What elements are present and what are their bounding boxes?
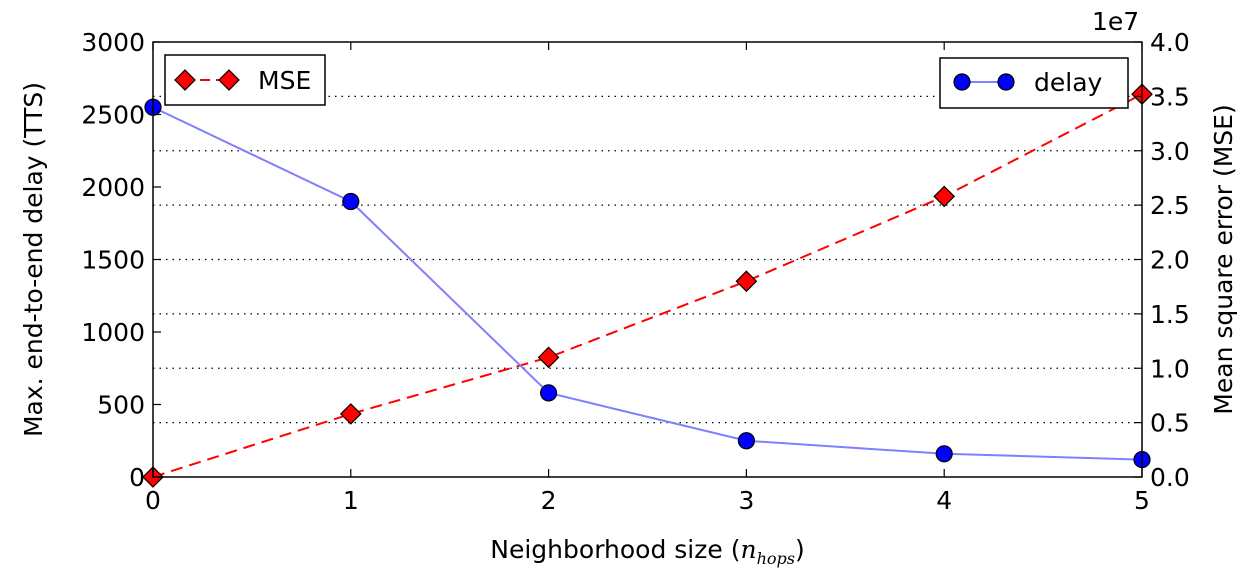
left-y-axis-label: Max. end-to-end delay (TTS) [19,82,48,437]
legend-delay: delay [939,57,1129,109]
legend-mse-label: MSE [258,66,311,95]
data-point-delay [539,384,558,402]
series-line-mse [152,93,1143,478]
series-layer [142,83,1153,488]
legend-delay-label: delay [1034,68,1103,97]
right-y-tick-label: 2.0 [1150,246,1190,275]
data-point-mse [537,346,560,369]
x-axis-label-subscript: hops [757,549,795,568]
x-tick-label: 0 [145,486,161,515]
right-y-tick-label: 2.5 [1150,191,1190,220]
x-tick-label: 1 [343,486,359,515]
right-y-tick-label: 4.0 [1150,28,1190,57]
x-axis-label: Neighborhood size (nhops) [490,535,804,568]
left-y-tick-label: 0 [129,463,145,492]
data-point-mse [933,185,956,208]
right-y-tick-label: 1.0 [1150,354,1190,383]
ticks-layer: 0 1 2 3 4 5 0 500 1000 1500 2000 2500 3000 0.0 0.5 1.0 1… [81,28,1189,515]
right-y-tick-label: 3.5 [1150,82,1190,111]
left-y-tick-label: 2500 [81,101,145,130]
legend-mse: MSE [164,54,326,106]
legend-delay-marker [997,73,1015,91]
data-point-delay [935,445,953,463]
data-point-mse [339,403,362,425]
data-point-mse [735,270,758,293]
left-y-tick-label: 1500 [81,246,145,275]
series-line-delay [152,106,1143,461]
x-tick-label: 3 [738,486,754,515]
right-y-tick-label: 1.5 [1150,300,1190,329]
legend-delay-marker [953,73,971,91]
legend-mse-marker [218,69,240,91]
x-tick-label: 2 [541,486,557,515]
x-tick-label: 5 [1134,486,1150,515]
legend-mse-marker [174,69,196,91]
data-point-delay [737,432,756,450]
right-y-tick-label: 0.5 [1150,409,1190,438]
left-y-tick-label: 500 [97,391,145,420]
left-y-tick-label: 2000 [81,173,145,202]
x-axis-label-variable: n [740,535,756,564]
right-axis-scale-label: 1e7 [1092,7,1139,36]
grid-lines [153,95,1142,424]
data-point-delay [342,192,360,211]
right-y-axis-label: Mean square error (MSE) [1209,104,1238,414]
x-tick-label: 4 [936,486,952,515]
left-y-tick-label: 3000 [81,28,145,57]
right-y-tick-label: 3.0 [1150,137,1190,166]
right-y-tick-label: 0.0 [1150,463,1190,492]
x-axis-label-suffix: ) [795,535,805,564]
x-axis-label-prefix: Neighborhood size ( [490,535,740,564]
left-y-tick-label: 1000 [81,318,145,347]
